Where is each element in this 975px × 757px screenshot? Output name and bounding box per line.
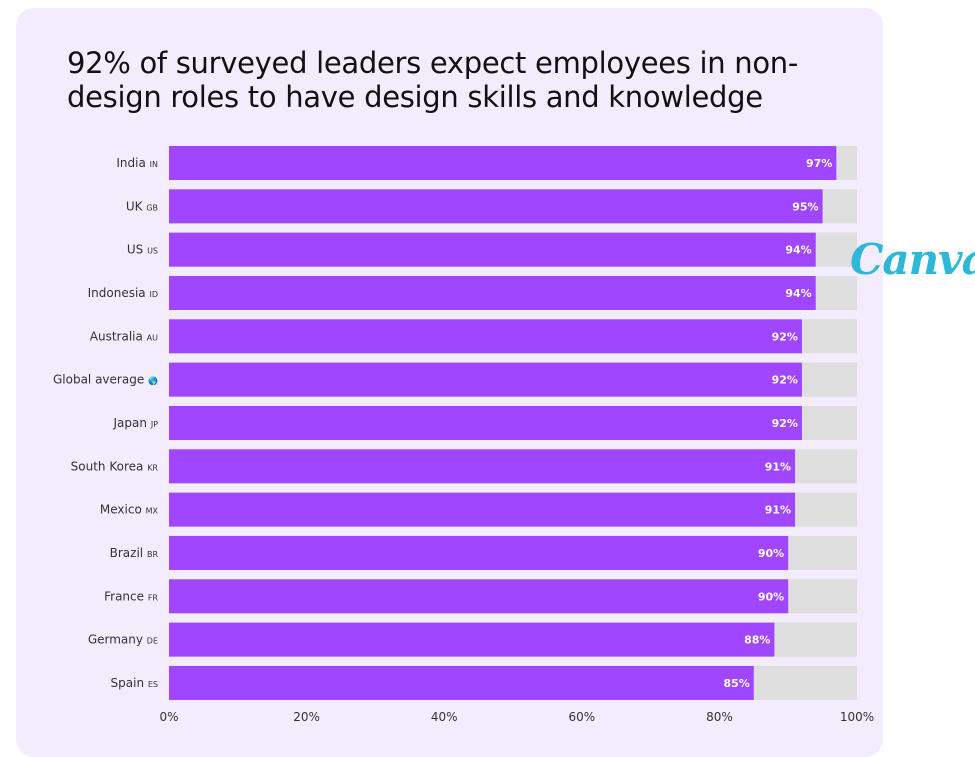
bar [169, 492, 796, 527]
category-label: Mexico MX [100, 503, 159, 517]
chart-title: 92% of surveyed leaders expect employees… [67, 46, 799, 114]
category-label: Brazil BR [110, 546, 159, 560]
data-label: 97% [806, 157, 832, 170]
category-label: South Korea KR [71, 459, 159, 473]
category-label: Japan JP [113, 416, 159, 430]
data-label: 94% [785, 287, 811, 300]
data-label: 94% [785, 244, 811, 257]
bar [169, 189, 823, 224]
bar [169, 232, 816, 267]
category-label: US US [127, 243, 158, 257]
bar [169, 146, 837, 180]
data-label: 92% [772, 374, 798, 387]
x-tick-label: 60% [568, 710, 595, 724]
bar [169, 665, 754, 700]
x-tick-label: 40% [431, 710, 458, 724]
bar [169, 449, 796, 484]
data-label: 91% [765, 460, 791, 473]
category-label: Global average 🌎 [53, 373, 158, 387]
bar [169, 319, 802, 354]
x-tick-label: 20% [293, 710, 320, 724]
data-label: 90% [758, 590, 784, 603]
category-label: Australia AU [90, 329, 158, 343]
bar [169, 275, 816, 310]
data-label: 91% [765, 504, 791, 517]
data-label: 92% [772, 330, 798, 343]
bar [169, 405, 802, 440]
data-label: 90% [758, 547, 784, 560]
data-label: 88% [744, 634, 770, 647]
category-label: UK GB [126, 199, 158, 213]
x-tick-label: 100% [840, 710, 874, 724]
data-label: 92% [772, 417, 798, 430]
category-label: India IN [116, 156, 158, 170]
x-tick-label: 80% [706, 710, 733, 724]
category-label: Germany DE [88, 633, 158, 647]
category-label: France FR [104, 589, 158, 603]
category-label: Indonesia ID [88, 286, 158, 300]
bar [169, 622, 775, 657]
x-tick-label: 0% [159, 710, 178, 724]
bar [169, 535, 789, 570]
data-label: 95% [792, 200, 818, 213]
canva-logo: Canva [850, 235, 975, 284]
data-label: 85% [723, 677, 749, 690]
category-label: Spain ES [111, 676, 158, 690]
bar [169, 362, 802, 397]
bar [169, 579, 789, 614]
